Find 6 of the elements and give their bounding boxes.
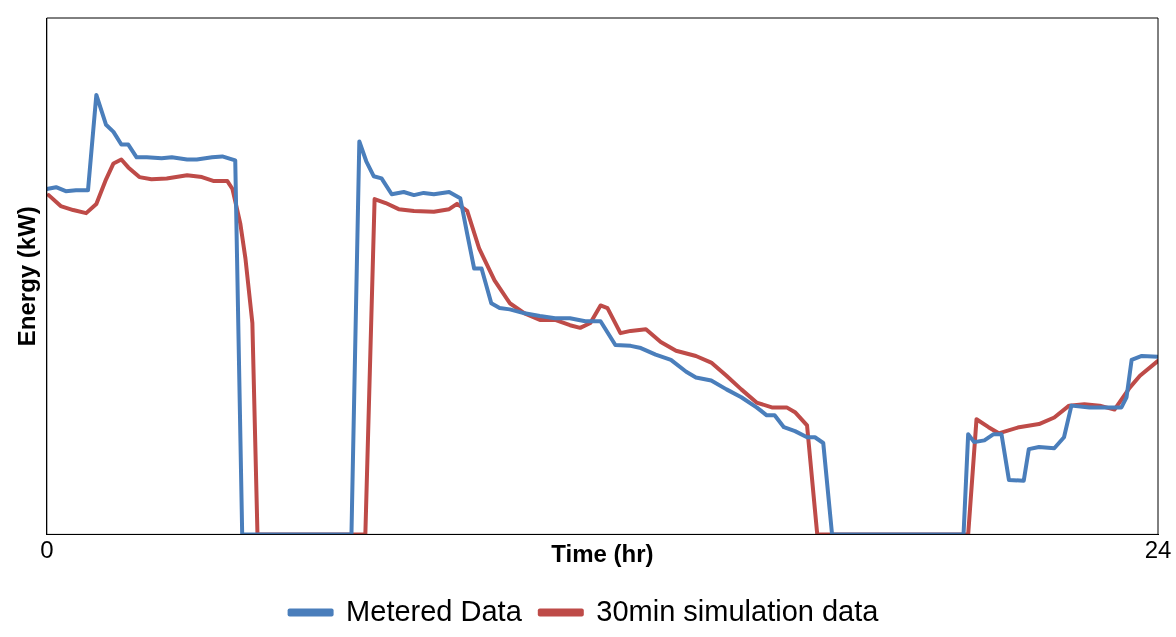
x-tick-label: 24 — [1144, 536, 1172, 564]
x-axis-title: Time (hr) — [551, 540, 654, 568]
legend-label: Metered Data — [346, 594, 523, 627]
x-tick-label: 0 — [40, 536, 54, 564]
y-axis-title: Energy (kW) — [13, 206, 41, 347]
legend-label: 30min simulation data — [596, 594, 880, 627]
